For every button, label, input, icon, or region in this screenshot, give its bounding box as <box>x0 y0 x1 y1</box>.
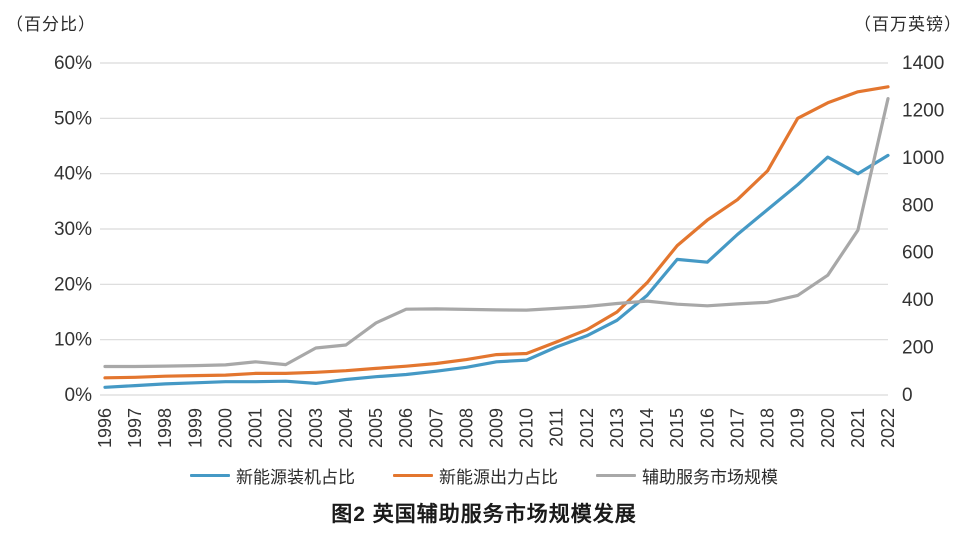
svg-text:2010: 2010 <box>517 408 537 448</box>
legend-item-output-share: 新能源出力占比 <box>393 463 558 488</box>
legend-label: 新能源出力占比 <box>439 468 558 487</box>
svg-text:2020: 2020 <box>818 408 838 448</box>
chart-legend: 新能源装机占比 新能源出力占比 辅助服务市场规模 <box>0 463 968 488</box>
svg-text:60%: 60% <box>54 53 92 74</box>
svg-text:2008: 2008 <box>456 408 476 448</box>
svg-text:1998: 1998 <box>155 408 175 448</box>
svg-text:400: 400 <box>902 290 934 311</box>
y-right-tick-labels: 1400 1200 1000 800 600 400 200 0 <box>902 53 944 406</box>
svg-text:2007: 2007 <box>426 408 446 448</box>
y-left-tick-labels: 60% 50% 40% 30% 20% 10% 0% <box>54 53 92 406</box>
svg-text:2001: 2001 <box>246 408 266 448</box>
y-left-axis-unit: （百分比） <box>6 15 96 34</box>
legend-label: 新能源装机占比 <box>236 468 355 487</box>
svg-text:2009: 2009 <box>487 408 507 448</box>
line-chart-canvas: 60% 50% 40% 30% 20% 10% 0% 1400 1200 1000 800 600 40… <box>54 53 944 448</box>
svg-text:50%: 50% <box>54 108 92 129</box>
svg-text:2019: 2019 <box>788 408 808 448</box>
svg-text:2015: 2015 <box>667 408 687 448</box>
svg-text:1996: 1996 <box>95 408 115 448</box>
y-right-axis-unit: （百万英镑） <box>854 15 962 34</box>
svg-text:2005: 2005 <box>366 408 386 448</box>
x-tick-labels: 1996 1997 1998 1999 2000 2001 2002 2003 2004 2005… <box>95 408 898 448</box>
svg-text:1000: 1000 <box>902 148 944 169</box>
gridlines <box>100 62 888 396</box>
svg-text:1999: 1999 <box>185 408 205 448</box>
svg-text:2004: 2004 <box>336 408 356 448</box>
svg-text:20%: 20% <box>54 274 92 295</box>
svg-text:2016: 2016 <box>697 408 717 448</box>
svg-text:30%: 30% <box>54 219 92 240</box>
legend-item-ancillary-market-size: 辅助服务市场规模 <box>596 463 778 488</box>
svg-text:1200: 1200 <box>902 100 944 121</box>
svg-text:800: 800 <box>902 195 934 216</box>
svg-text:10%: 10% <box>54 330 92 351</box>
svg-text:2022: 2022 <box>878 408 898 448</box>
svg-text:2017: 2017 <box>727 408 747 448</box>
svg-text:1997: 1997 <box>125 408 145 448</box>
svg-text:0%: 0% <box>65 385 93 406</box>
svg-text:2002: 2002 <box>276 408 296 448</box>
svg-text:1400: 1400 <box>902 53 944 74</box>
legend-item-installed-capacity-share: 新能源装机占比 <box>190 463 355 488</box>
svg-text:2018: 2018 <box>758 408 778 448</box>
chart-title: 图2 英国辅助服务市场规模发展 <box>331 503 637 526</box>
gray-line-swatch-icon <box>596 474 636 477</box>
blue-line-swatch-icon <box>190 474 230 477</box>
svg-text:2000: 2000 <box>215 408 235 448</box>
series-line-1 <box>103 85 890 380</box>
svg-text:0: 0 <box>902 385 913 406</box>
svg-text:2014: 2014 <box>637 408 657 448</box>
svg-text:2003: 2003 <box>306 408 326 448</box>
svg-text:2013: 2013 <box>607 408 627 448</box>
svg-text:2012: 2012 <box>577 408 597 448</box>
series-line-0 <box>103 153 890 389</box>
svg-text:2021: 2021 <box>848 408 868 448</box>
svg-text:2006: 2006 <box>396 408 416 448</box>
legend-label: 辅助服务市场规模 <box>642 468 778 487</box>
svg-text:600: 600 <box>902 243 934 264</box>
series-line-2 <box>103 96 890 369</box>
svg-text:40%: 40% <box>54 164 92 185</box>
svg-text:200: 200 <box>902 338 934 359</box>
svg-text:2011: 2011 <box>547 408 567 447</box>
orange-line-swatch-icon <box>393 474 433 477</box>
